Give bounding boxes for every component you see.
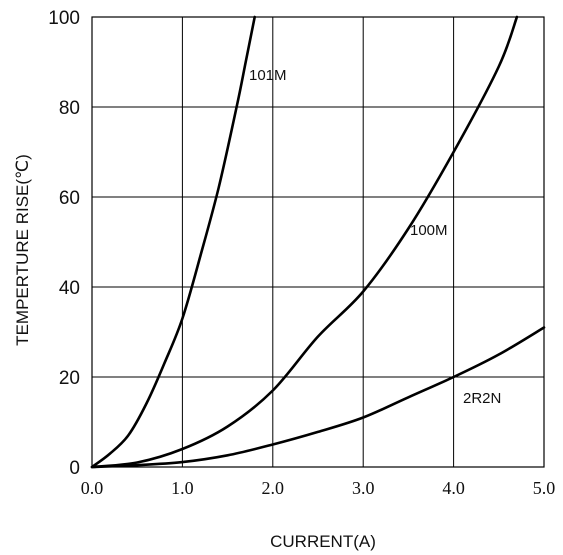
tick-labels: 0.0 1.0 2.0 3.0 4.0 5.0 0 20 40 60 80 100: [48, 8, 555, 498]
y-tick-label: 20: [59, 368, 80, 389]
x-tick-label: 0.0: [81, 478, 104, 498]
plot-frame: [91, 16, 545, 468]
series-label-101m: 101M: [249, 67, 287, 84]
y-tick-label: 60: [59, 188, 80, 209]
x-tick-label: 5.0: [533, 478, 556, 498]
y-tick-label: 40: [59, 278, 80, 299]
y-tick-label: 100: [48, 8, 80, 29]
y-tick-label: 80: [59, 98, 80, 119]
series-line-2r2n: [90, 326, 546, 469]
series-lines: [90, 15, 546, 469]
series-line-100m: [90, 15, 519, 469]
x-tick-label: 1.0: [171, 478, 194, 498]
y-axis-label: TEMPERTURE RISE(℃): [13, 154, 32, 346]
series-label-2r2n: 2R2N: [463, 390, 501, 407]
y-tick-label: 0: [69, 458, 80, 479]
series-label-100m: 100M: [410, 222, 448, 239]
x-tick-label: 2.0: [262, 478, 285, 498]
x-axis-label: CURRENT(A): [270, 532, 376, 551]
x-tick-label: 4.0: [442, 478, 465, 498]
x-tick-label: 3.0: [352, 478, 375, 498]
series-labels: 101M 100M 2R2N: [249, 67, 501, 407]
series-line-101m: [90, 15, 256, 469]
